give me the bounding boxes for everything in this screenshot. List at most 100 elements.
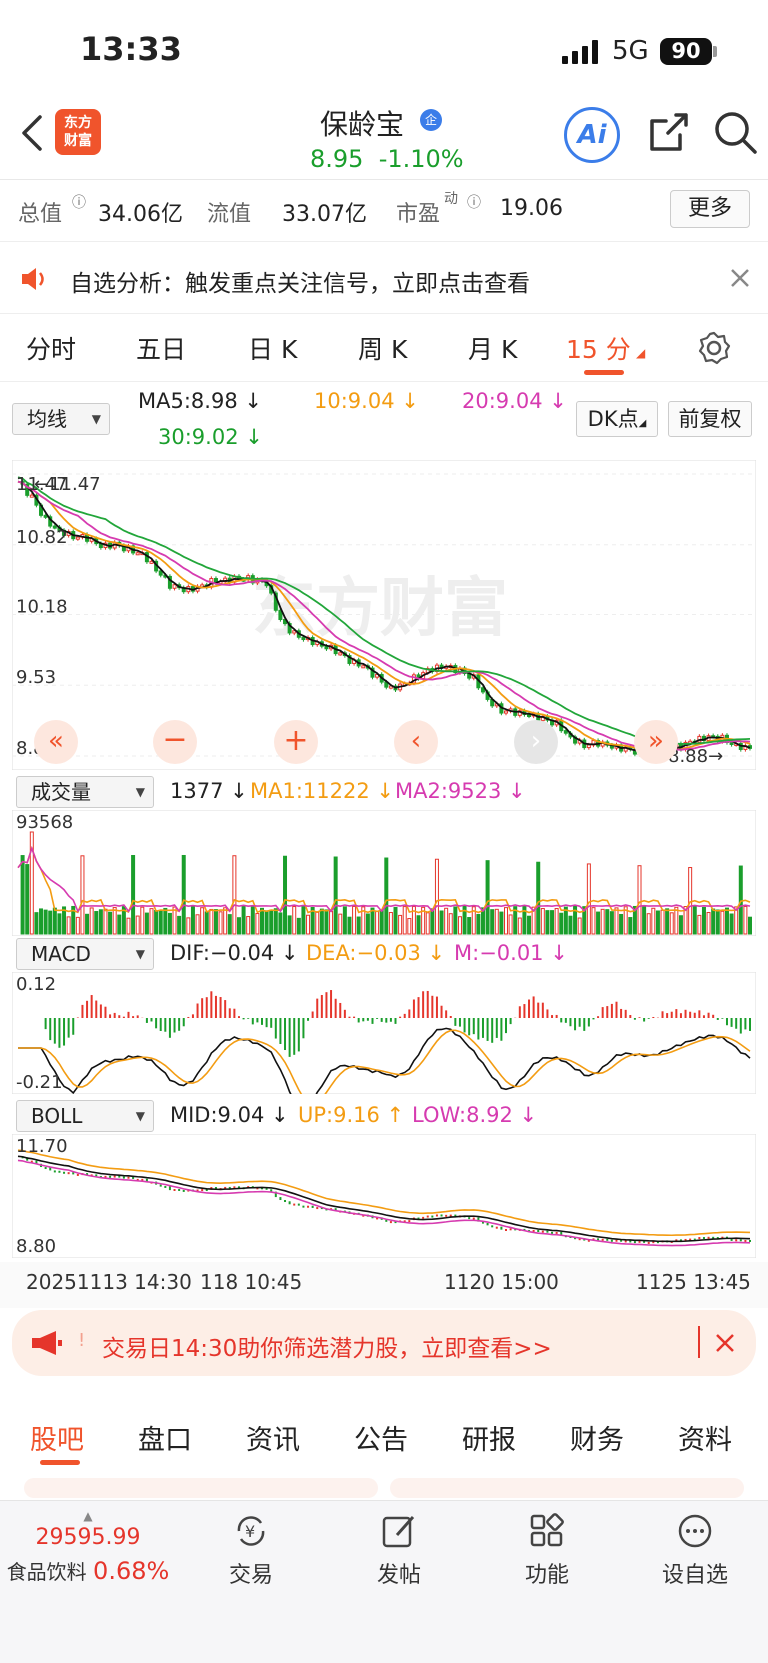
volume-bar xyxy=(388,912,393,935)
volume-bar xyxy=(236,917,241,935)
volume-bar xyxy=(232,855,237,935)
tab-15min[interactable]: 15 分 xyxy=(566,335,631,364)
tab-monthly-k[interactable]: 月 K xyxy=(468,335,518,364)
volume-bar xyxy=(586,863,591,935)
alert-bar[interactable]: 自选分析：触发重点关注信号，立即点击查看 xyxy=(0,242,768,314)
boll-candle xyxy=(495,1226,498,1229)
boll-candle xyxy=(551,1231,554,1234)
close-icon[interactable] xyxy=(728,266,752,290)
volume-bar xyxy=(715,909,720,935)
tab-news[interactable]: 资讯 xyxy=(246,1425,300,1456)
volume-chart: 93568 xyxy=(12,810,756,936)
tab-profile[interactable]: 资料 xyxy=(678,1425,732,1456)
tab-five-day[interactable]: 五日 xyxy=(136,335,187,364)
volume-bar xyxy=(471,906,476,935)
scroll-right-button[interactable]: › xyxy=(514,720,558,764)
ma10-line xyxy=(17,480,751,752)
tab-weekly-k[interactable]: 周 K xyxy=(358,335,408,364)
volume-bar xyxy=(112,907,117,935)
tab-intraday[interactable]: 分时 xyxy=(26,335,77,364)
more-button[interactable]: 更多 xyxy=(670,190,750,228)
price-axis-label: 10.18 xyxy=(16,596,68,617)
info-icon[interactable]: ⓘ xyxy=(72,195,86,211)
volume-bar xyxy=(393,906,398,935)
boll-candle xyxy=(118,1175,121,1178)
volume-bar xyxy=(646,913,651,935)
adjust-button[interactable]: 前复权 xyxy=(668,401,752,437)
tab-daily-k[interactable]: 日 K xyxy=(248,335,298,364)
nav-add-watch[interactable]: 设自选 xyxy=(640,1511,750,1589)
volume-bar xyxy=(448,913,453,935)
volume-ma1-line xyxy=(17,845,751,914)
volume-bar xyxy=(398,914,403,935)
pe-value: 19.06 xyxy=(500,196,563,221)
close-icon[interactable] xyxy=(714,1332,736,1354)
info-icon[interactable]: ⓘ xyxy=(467,195,481,211)
tab-research[interactable]: 研报 xyxy=(462,1425,516,1456)
volume-bar xyxy=(117,914,122,935)
zoom-in-button[interactable]: + xyxy=(274,720,318,764)
tab-quotes[interactable]: 盘口 xyxy=(138,1425,192,1456)
boll-dropdown[interactable]: BOLL ▼ xyxy=(16,1100,154,1132)
scroll-left-button[interactable]: ‹ xyxy=(394,720,438,764)
candle-body xyxy=(172,584,177,589)
tab-announcements[interactable]: 公告 xyxy=(354,1425,408,1456)
nav-function[interactable]: 功能 xyxy=(492,1511,602,1589)
boll-candle xyxy=(491,1225,494,1228)
volume-bar xyxy=(108,911,113,935)
boll-candle xyxy=(122,1176,125,1179)
boll-candle xyxy=(500,1226,503,1230)
ai-button[interactable]: Ai xyxy=(564,107,620,163)
macd-chart: 0.12 -0.21 xyxy=(12,972,756,1094)
time-axis: 20251113 14:30 118 10:45 1120 15:00 1125… xyxy=(0,1262,768,1308)
volume-bar xyxy=(75,916,80,935)
indicator-dropdown[interactable]: 均线 ▼ xyxy=(12,403,110,435)
promo-banner[interactable]: ! 交易日14:30助你筛选潜力股，立即查看>> xyxy=(12,1310,756,1376)
volume-bar xyxy=(508,914,513,935)
volume-bar xyxy=(706,912,711,935)
volume-bar xyxy=(453,906,458,935)
macd-dea: DEA:−0.03 ↓ xyxy=(306,941,446,965)
boll-candle xyxy=(624,1240,627,1243)
tab-finance[interactable]: 财务 xyxy=(570,1425,624,1456)
volume-bar xyxy=(163,907,168,935)
share-icon[interactable] xyxy=(646,111,690,155)
volume-bar xyxy=(264,910,269,935)
volume-bar xyxy=(209,908,214,935)
back-icon[interactable] xyxy=(14,113,50,153)
volume-bar xyxy=(628,917,633,935)
boll-candle xyxy=(647,1241,650,1244)
volume-bar xyxy=(213,909,218,935)
boll-candle xyxy=(311,1205,314,1208)
volume-bar xyxy=(158,910,163,935)
volume-dropdown[interactable]: 成交量 ▼ xyxy=(16,776,154,808)
volume-bar xyxy=(135,915,140,935)
scroll-left-fast-button[interactable]: « xyxy=(34,720,78,764)
boll-candle xyxy=(307,1205,310,1208)
boll-candle xyxy=(86,1173,89,1176)
signal-icon xyxy=(562,40,602,64)
boll-candle xyxy=(684,1238,687,1242)
settings-icon[interactable] xyxy=(696,330,732,366)
volume-bar xyxy=(485,860,490,935)
volume-bar xyxy=(306,914,311,935)
ma20-value: 20:9.04 ↓ xyxy=(462,389,567,413)
zoom-out-button[interactable]: − xyxy=(153,720,197,764)
sector-index[interactable]: ▲ 29595.99 食品饮料 0.68% xyxy=(0,1509,176,1585)
dea-line xyxy=(18,1029,751,1094)
volume-bar xyxy=(614,907,619,935)
macd-dropdown[interactable]: MACD ▼ xyxy=(16,938,154,970)
nav-post[interactable]: 发帖 xyxy=(344,1511,454,1589)
volume-bar xyxy=(140,906,145,935)
tab-forum[interactable]: 股吧 xyxy=(30,1425,84,1456)
boll-candle xyxy=(261,1187,263,1190)
dk-point-button[interactable]: DK点◢ xyxy=(576,401,658,437)
nav-trade[interactable]: ¥ 交易 xyxy=(196,1511,306,1589)
candle-body xyxy=(563,730,568,734)
active-tab-indicator xyxy=(40,1460,80,1465)
scroll-right-fast-button[interactable]: » xyxy=(634,720,678,764)
search-icon[interactable] xyxy=(712,109,760,157)
candle-body xyxy=(278,609,283,621)
volume-bar xyxy=(48,910,53,935)
